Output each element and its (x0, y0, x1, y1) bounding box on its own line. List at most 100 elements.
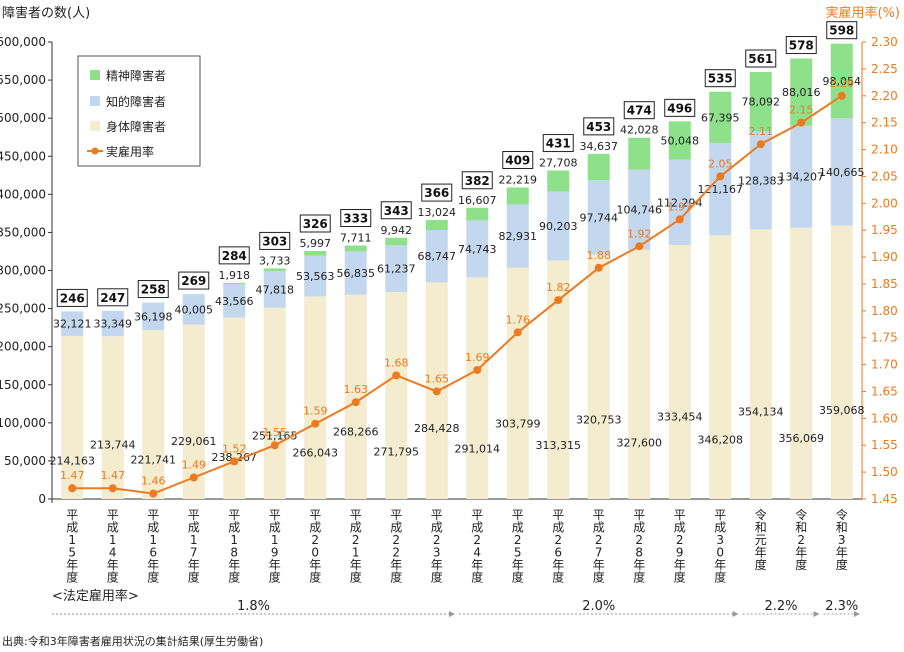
x-label-char: 平 (269, 508, 281, 522)
rate-point (149, 489, 158, 498)
rate-label: 1.92 (627, 227, 652, 240)
right-tick-label: 2.30 (871, 35, 898, 49)
left-tick-label: 350,000 (0, 225, 46, 239)
right-tick-label: 1.60 (871, 411, 898, 425)
x-label-char: 和 (755, 521, 767, 535)
total-box (259, 231, 291, 250)
x-label-char: 度 (431, 570, 443, 585)
bar-mental (547, 170, 570, 192)
right-tick-label: 2.25 (871, 62, 898, 76)
right-tick-label: 1.45 (871, 492, 898, 506)
x-label-char: 2 (311, 533, 319, 547)
bar-intellectual (101, 310, 124, 337)
source-note: 出典:令和3年障害者雇用状況の集計結果(厚生労働省) (2, 634, 263, 648)
rate-point (594, 263, 603, 272)
label-intellectual: 134,207 (779, 171, 825, 184)
x-label-char: 6 (554, 546, 562, 560)
rate-label: 2.11 (749, 125, 774, 138)
left-tick-label: 450,000 (0, 149, 46, 163)
bar-physical (142, 330, 165, 499)
x-label-char: 2 (473, 533, 481, 547)
rate-line (72, 94, 843, 495)
legend-label-intellectual: 知的障害者 (106, 94, 166, 109)
left-tick-label: 100,000 (0, 416, 46, 430)
legal-rate-arrowhead (813, 611, 820, 617)
label-intellectual: 82,931 (499, 230, 538, 243)
bar-mental (668, 121, 691, 160)
bar-intellectual (182, 294, 205, 325)
x-label-char: 成 (269, 521, 281, 535)
right-tick-label: 2.05 (871, 169, 898, 183)
rate-point (716, 172, 725, 181)
legal-rate-arrowhead (449, 611, 455, 617)
legal-rate-title: <法定雇用率> (52, 588, 139, 604)
right-tick-label: 1.80 (871, 304, 898, 318)
total-label: 247 (100, 291, 125, 305)
total-label: 269 (181, 274, 206, 288)
x-label-char: 和 (795, 521, 807, 535)
x-label-char: 令 (755, 507, 767, 522)
right-y-axis: 1.45 1.50 1.55 1.60 1.65 1.70 1.75 1.80 1.85 1.90… (861, 35, 898, 506)
x-label-char: 2 (635, 533, 643, 547)
left-tick-label: 500,000 (0, 111, 46, 125)
x-label-char: 1 (230, 533, 238, 547)
x-label-char: 成 (188, 521, 200, 535)
rate-label: 1.76 (506, 313, 531, 326)
rate-label: 1.65 (425, 372, 450, 385)
total-label: 431 (546, 137, 571, 151)
rate-label: 1.55 (263, 426, 288, 439)
x-label-char: 1 (68, 533, 76, 547)
label-physical: 320,753 (576, 413, 622, 426)
label-physical: 221,741 (131, 454, 177, 467)
label-mental: 67,395 (701, 111, 740, 124)
left-tick-label: 550,000 (0, 73, 46, 87)
x-label-char: 平 (309, 508, 321, 522)
x-label-char: 度 (309, 570, 321, 585)
x-label-char: 0 (311, 546, 319, 560)
rate-point (554, 296, 563, 305)
rate-point (513, 328, 522, 337)
label-physical: 266,043 (293, 446, 339, 459)
label-mental: 42,028 (620, 124, 659, 137)
stacked-bars (61, 43, 853, 499)
total-label: 303 (262, 234, 287, 248)
label-physical: 333,454 (657, 410, 703, 423)
legend-marker-rate (91, 147, 99, 155)
x-label-char: 年 (309, 558, 321, 572)
label-intellectual: 90,203 (539, 220, 578, 233)
x-axis-labels: 平成15年度平成14年度平成16年度平成17年度平成18年度平成19年度平成20… (66, 507, 848, 585)
legend-label-mental: 精神障害者 (106, 68, 166, 83)
bar-physical (182, 324, 205, 499)
total-label: 246 (60, 291, 85, 305)
bar-intellectual (142, 302, 165, 331)
legend-swatch-intellectual (90, 96, 100, 106)
bar-mental (749, 72, 772, 132)
left-y-axis: 0 50,000 100,000 150,000 200,000 250,000 300,0… (0, 35, 862, 506)
x-label-char: 成 (107, 521, 119, 535)
label-physical: 313,315 (536, 439, 582, 452)
bar-intellectual (344, 251, 367, 295)
x-label-char: 3 (433, 546, 441, 560)
total-box (97, 288, 129, 307)
x-label-char: 平 (714, 508, 726, 522)
x-label-char: 平 (390, 508, 402, 522)
x-label-char: 成 (633, 521, 645, 535)
right-tick-label: 1.70 (871, 358, 898, 372)
total-box (421, 183, 453, 202)
rate-point (68, 484, 77, 493)
x-label-char: 年 (66, 558, 78, 572)
x-label-char: 令 (836, 507, 848, 522)
total-label: 284 (222, 249, 247, 263)
legend-label-physical: 身体障害者 (106, 119, 166, 134)
total-label: 453 (586, 120, 611, 134)
total-box (583, 117, 615, 136)
rate-point (230, 457, 239, 466)
total-label: 326 (303, 217, 328, 231)
x-label-char: 2 (595, 533, 603, 547)
right-tick-label: 1.65 (871, 384, 898, 398)
x-label-char: 平 (107, 508, 119, 522)
x-label-char: 成 (228, 521, 240, 535)
x-label-char: 年 (147, 558, 159, 572)
x-label-char: 度 (836, 557, 848, 572)
x-label-char: 度 (471, 570, 483, 585)
